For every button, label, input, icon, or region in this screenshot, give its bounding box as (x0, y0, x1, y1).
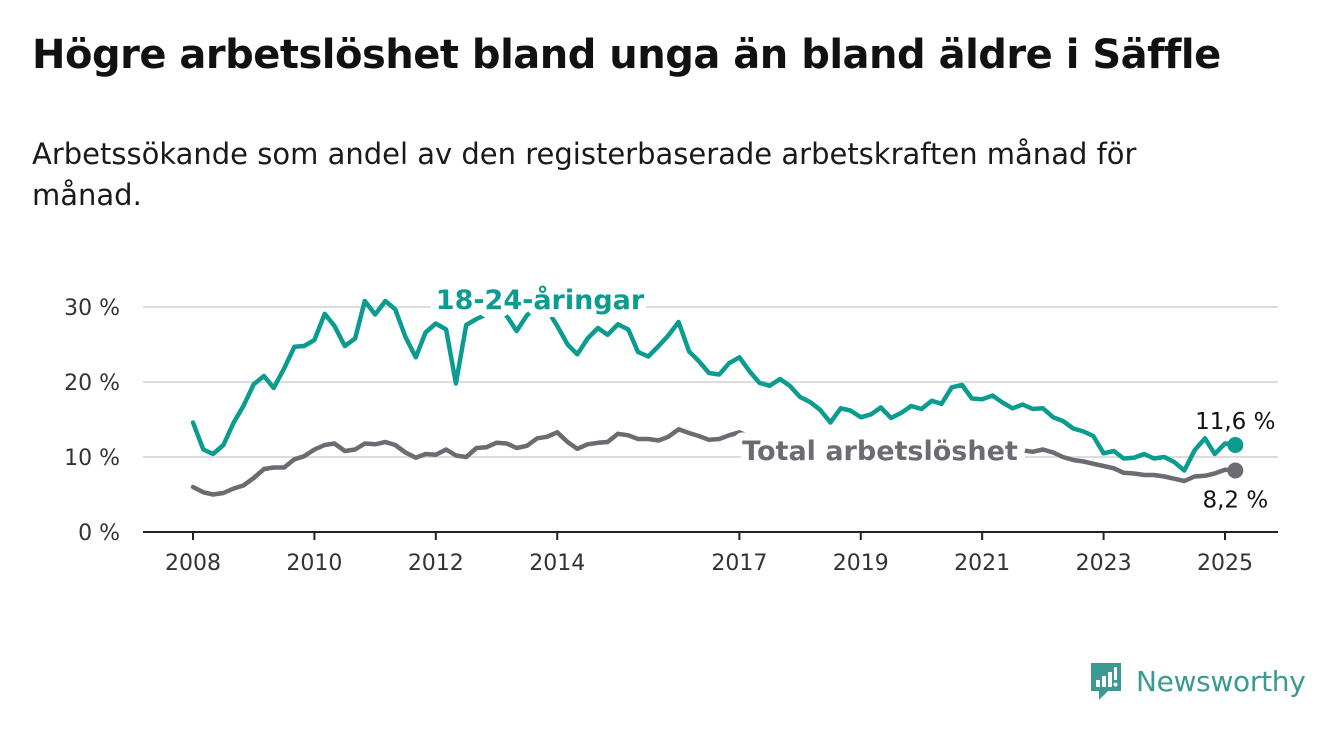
series-labels: 18-24-åringar Total arbetslöshet 11,6 % 8,2… (428, 276, 1276, 514)
chart-subtitle: Arbetssökande som andel av den registerb… (32, 137, 1137, 212)
y-tick-label: 0 % (78, 521, 120, 546)
brand-name: Newsworthy (1136, 664, 1306, 698)
x-tick-label: 2019 (833, 551, 889, 576)
series-line-18-24 (190, 298, 1238, 473)
x-tick-label: 2021 (954, 551, 1010, 576)
series-lines (190, 298, 1238, 497)
brand-logo: Newsworthy (1088, 660, 1306, 702)
y-tick-label: 30 % (64, 296, 120, 321)
axes: 0 % 10 % 20 % 30 % 2008 2010 2012 2014 2017 2019 2… (64, 296, 1278, 576)
y-tick-label: 10 % (64, 446, 120, 471)
end-point-18-24 (1227, 437, 1244, 453)
x-tick-label: 2012 (408, 551, 464, 576)
x-tick-label: 2025 (1197, 551, 1253, 576)
x-tick-label: 2014 (529, 551, 585, 576)
y-tick-label: 20 % (64, 371, 120, 396)
x-tick-label: 2008 (165, 551, 221, 576)
series-label-18-24: 18-24-åringar (436, 284, 645, 316)
end-value-18-24: 11,6 % (1195, 409, 1275, 435)
x-tick-label: 2017 (711, 551, 767, 576)
newsworthy-logo-icon (1091, 663, 1121, 700)
chart-title: Högre arbetslöshet bland unga än bland ä… (32, 32, 1221, 78)
x-tick-label: 2023 (1076, 551, 1132, 576)
end-value-total: 8,2 % (1202, 488, 1268, 514)
x-tick-label: 2010 (286, 551, 342, 576)
end-point-total (1227, 462, 1244, 479)
series-label-total: Total arbetslöshet (742, 436, 1018, 467)
series-line-total (190, 427, 1238, 497)
gridlines (143, 306, 1278, 458)
